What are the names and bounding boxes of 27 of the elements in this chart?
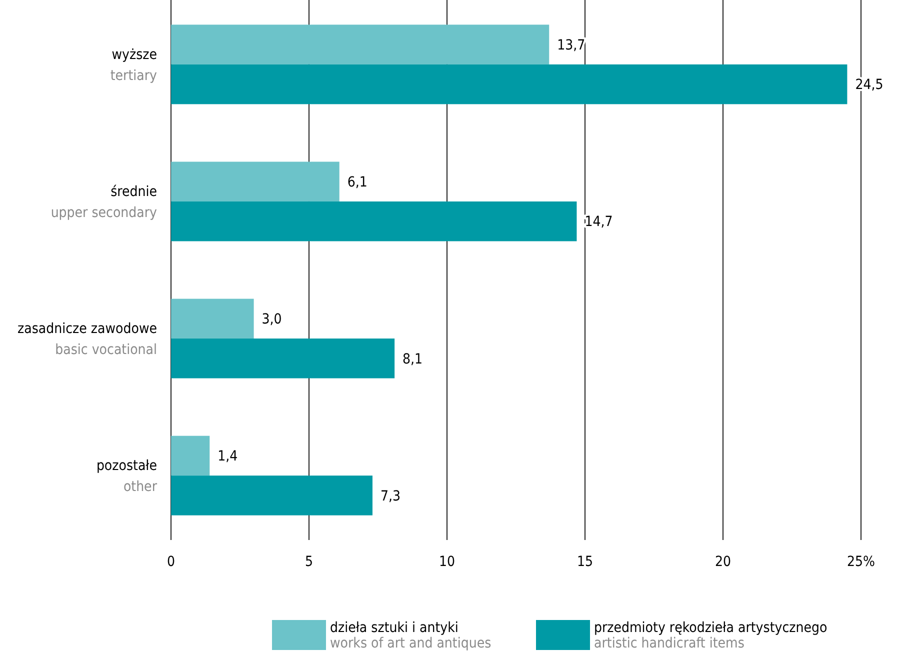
bar — [171, 436, 210, 476]
data-label: 3,0 — [262, 312, 282, 328]
bar — [171, 298, 254, 339]
data-label: 13,7 — [557, 37, 586, 54]
data-label: 7,3 — [380, 488, 401, 504]
bar — [171, 476, 372, 516]
data-label: 1,4 — [218, 448, 238, 465]
data-label: 8,1 — [402, 351, 423, 368]
x-tick-label: 0 — [166, 554, 176, 570]
x-tick-label: 20 — [714, 554, 732, 570]
data-label: 6,1 — [347, 174, 368, 190]
y-tick-label: wyższe tertiary — [110, 46, 158, 84]
data-label: 14,7 — [584, 214, 613, 230]
legend-label: dzieła sztuki i antyki works of art and antiques — [330, 620, 492, 652]
bar — [171, 64, 848, 104]
bar — [171, 162, 340, 202]
x-tick-label: 15 — [576, 554, 594, 570]
bar — [171, 338, 395, 378]
y-tick-label: pozostałe other — [96, 458, 158, 495]
legend-label: przedmioty rękodzieła artystycznego artistic handicraft items — [594, 620, 828, 652]
x-tick-label: 5 — [304, 554, 314, 570]
y-tick-label: zasadnicze zawodowe basic vocational — [18, 320, 158, 358]
bar — [171, 24, 550, 64]
y-tick-label: średnie upper secondary — [50, 184, 158, 221]
x-tick-label: 25% — [847, 554, 876, 570]
bar — [171, 201, 577, 242]
x-tick-label: 10 — [438, 554, 456, 570]
